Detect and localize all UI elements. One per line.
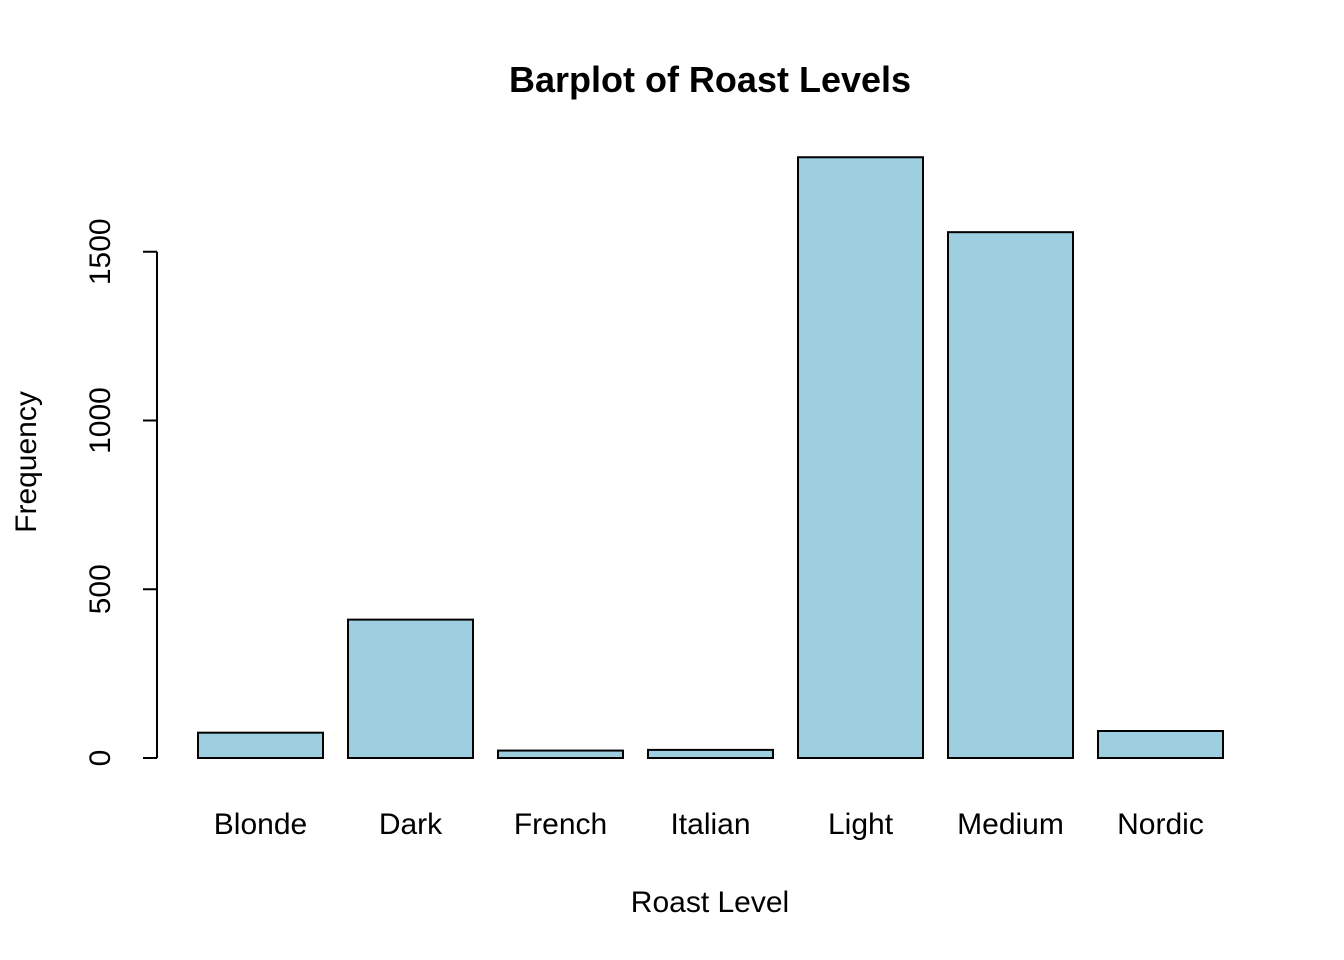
bar-blonde xyxy=(197,731,324,759)
x-category-label: French xyxy=(514,808,607,841)
bar-italian xyxy=(647,748,774,760)
y-axis: 0 500 1000 1500 xyxy=(84,218,158,767)
chart-title: Barplot of Roast Levels xyxy=(509,59,911,100)
bar-dark xyxy=(347,618,474,759)
y-tick-label: 500 xyxy=(84,564,117,614)
x-category-label: Blonde xyxy=(214,808,307,841)
y-tick-label: 1000 xyxy=(84,387,117,454)
bars-group xyxy=(197,156,1224,760)
bar-light xyxy=(797,156,924,759)
y-axis-label: Frequency xyxy=(10,391,43,533)
y-tick-label: 1500 xyxy=(84,218,117,285)
x-category-label: Medium xyxy=(957,808,1064,841)
bar-nordic xyxy=(1097,730,1224,759)
x-category-label: Nordic xyxy=(1117,808,1204,841)
x-axis-label: Roast Level xyxy=(631,886,789,919)
x-category-label: Italian xyxy=(670,808,750,841)
bar-french xyxy=(497,749,624,760)
x-category-label: Dark xyxy=(379,808,443,841)
x-category-labels: Blonde Dark French Italian Light Medium Nordic xyxy=(214,808,1204,841)
y-tick-label: 0 xyxy=(84,750,117,767)
x-category-label: Light xyxy=(828,808,894,841)
bar-medium xyxy=(947,231,1074,760)
